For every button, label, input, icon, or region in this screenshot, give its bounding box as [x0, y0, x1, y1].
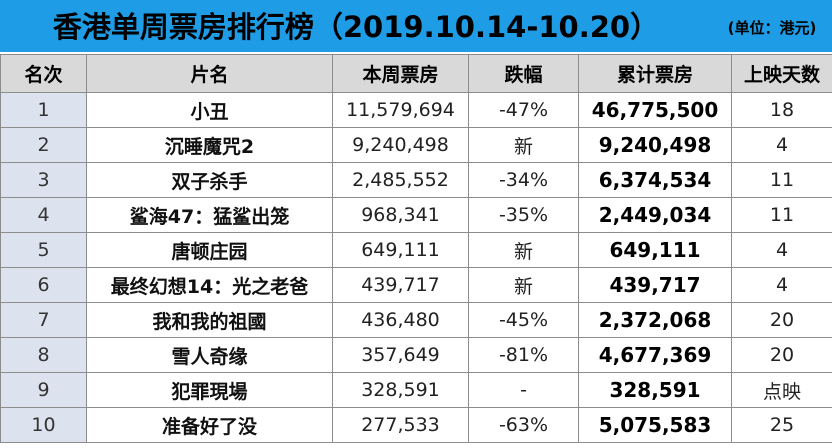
table-row: 9 犯罪現場 328,591-328,591 点映	[0, 372, 832, 408]
cell-rank: 2	[0, 127, 87, 163]
cell-change: -35%	[468, 197, 579, 233]
ranking-table: 名次 片名 本周票房 跌幅 累计票房 上映天数 1 小丑 11,579,694 -47…	[0, 54, 832, 443]
cell-weekly: 277,533	[332, 407, 469, 443]
column-header-title: 片名	[86, 54, 333, 93]
cell-change: 新	[468, 127, 579, 163]
cell-rank: 3	[0, 162, 87, 198]
cell-change: 新	[468, 232, 579, 268]
cell-total: 46,775,500	[578, 92, 732, 128]
cell-days: 点映	[731, 372, 832, 408]
cell-weekly: 357,649	[332, 337, 469, 373]
cell-days: 4	[731, 267, 832, 303]
cell-days: 4	[731, 232, 832, 268]
cell-days: 11	[731, 197, 832, 233]
column-header-total: 累计票房	[578, 54, 732, 93]
cell-weekly: 11,579,694	[332, 92, 469, 128]
cell-change: -81%	[468, 337, 579, 373]
table-body: 1 小丑 11,579,694 -47% 46,775,500 18 2 沉睡魔咒2 9,240…	[0, 92, 832, 443]
cell-weekly: 2,485,552	[332, 162, 469, 198]
cell-rank: 8	[0, 337, 87, 373]
table-row: 8 雪人奇缘 357,649 -81% 4,677,369 20	[0, 337, 832, 373]
cell-total: 649,111	[578, 232, 732, 268]
cell-title: 犯罪現場	[86, 372, 333, 408]
cell-total: 9,240,498	[578, 127, 732, 163]
table-row: 4 鲨海47：猛鲨出笼 968,341 -35% 2,449,034 11	[0, 197, 832, 233]
cell-total: 6,374,534	[578, 162, 732, 198]
cell-days: 20	[731, 302, 832, 338]
cell-weekly: 649,111	[332, 232, 469, 268]
cell-weekly: 436,480	[332, 302, 469, 338]
column-header-weekly: 本周票房	[332, 54, 469, 93]
cell-title: 小丑	[86, 92, 333, 128]
cell-rank: 5	[0, 232, 87, 268]
table-row: 1 小丑 11,579,694 -47% 46,775,500 18	[0, 92, 832, 128]
title-bar: 香港单周票房排行榜（2019.10.14-10.20） (单位：港元)	[0, 0, 832, 54]
table-row: 3 双子杀手 2,485,552 -34% 6,374,534 11	[0, 162, 832, 198]
unit-note: (单位：港元)	[727, 19, 817, 37]
cell-rank: 7	[0, 302, 87, 338]
cell-title: 准备好了没	[86, 407, 333, 443]
cell-weekly: 439,717	[332, 267, 469, 303]
cell-total: 439,717	[578, 267, 732, 303]
cell-change: -45%	[468, 302, 579, 338]
cell-title: 鲨海47：猛鲨出笼	[86, 197, 333, 233]
cell-total: 4,677,369	[578, 337, 732, 373]
column-header-change: 跌幅	[468, 54, 579, 93]
cell-weekly: 9,240,498	[332, 127, 469, 163]
cell-title: 双子杀手	[86, 162, 333, 198]
cell-total: 2,372,068	[578, 302, 732, 338]
cell-title: 沉睡魔咒2	[86, 127, 333, 163]
cell-total: 5,075,583	[578, 407, 732, 443]
cell-change: -47%	[468, 92, 579, 128]
cell-days: 25	[731, 407, 832, 443]
table-header-row: 名次 片名 本周票房 跌幅 累计票房 上映天数	[0, 54, 832, 93]
table-row: 5 唐顿庄园 649,111 新 649,111 4	[0, 232, 832, 268]
cell-change: -	[468, 372, 579, 408]
cell-days: 18	[731, 92, 832, 128]
cell-weekly: 968,341	[332, 197, 469, 233]
cell-change: -63%	[468, 407, 579, 443]
cell-title: 我和我的祖國	[86, 302, 333, 338]
cell-change: -34%	[468, 162, 579, 198]
column-header-rank: 名次	[0, 54, 87, 93]
cell-change: 新	[468, 267, 579, 303]
cell-title: 最终幻想14：光之老爸	[86, 267, 333, 303]
cell-title: 雪人奇缘	[86, 337, 333, 373]
cell-rank: 9	[0, 372, 87, 408]
table-row: 6 最终幻想14：光之老爸 439,717 新 439,717 4	[0, 267, 832, 303]
table-row: 2 沉睡魔咒2 9,240,498 新 9,240,498 4	[0, 127, 832, 163]
table-row: 7 我和我的祖國 436,480 -45% 2,372,068 20	[0, 302, 832, 338]
cell-rank: 1	[0, 92, 87, 128]
cell-total: 328,591	[578, 372, 732, 408]
cell-weekly: 328,591	[332, 372, 469, 408]
cell-title: 唐顿庄园	[86, 232, 333, 268]
page-title: 香港单周票房排行榜（2019.10.14-10.20）	[52, 10, 660, 44]
column-header-days: 上映天数	[731, 54, 832, 93]
cell-days: 20	[731, 337, 832, 373]
cell-rank: 10	[0, 407, 87, 443]
cell-rank: 6	[0, 267, 87, 303]
cell-total: 2,449,034	[578, 197, 732, 233]
cell-rank: 4	[0, 197, 87, 233]
cell-days: 11	[731, 162, 832, 198]
cell-days: 4	[731, 127, 832, 163]
table-row: 10 准备好了没 277,533 -63% 5,075,583 25	[0, 407, 832, 443]
